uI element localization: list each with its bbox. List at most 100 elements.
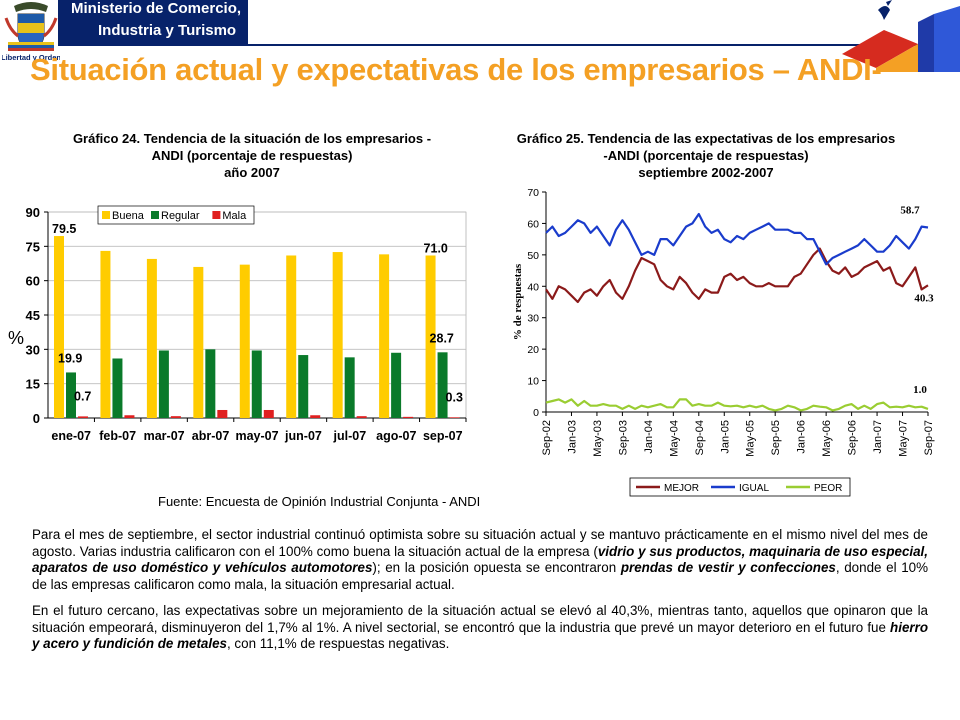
y-axis-label: % <box>8 328 24 348</box>
y-tick-label: 60 <box>26 274 40 289</box>
y-tick-label: 30 <box>26 342 40 357</box>
bar-mala <box>78 416 88 418</box>
end-label: 40.3 <box>914 292 934 304</box>
series-line-peor <box>545 398 929 412</box>
ministry-logo-icon <box>842 0 960 72</box>
x-tick-label: jun-07 <box>284 429 322 443</box>
x-tick-label: Jan-04 <box>643 420 655 454</box>
chart24-title-line1: Gráfico 24. Tendencia de la situación de… <box>72 131 432 146</box>
legend-label-mejor: MEJOR <box>664 483 699 494</box>
colombia-crest-icon: Libertad y Orden <box>2 2 60 62</box>
bar-regular <box>205 349 216 418</box>
legend-swatch-regular <box>151 211 159 219</box>
bar-mala <box>403 416 414 418</box>
y-tick-label: 0 <box>533 407 539 419</box>
series-line-igual <box>545 212 929 266</box>
bar-buena <box>332 252 343 418</box>
ministry-name-line2: Industria y Turismo <box>98 22 237 39</box>
bar-buena <box>425 255 436 418</box>
legend-label-peor: PEOR <box>814 483 842 494</box>
crest-caption: Libertad y Orden <box>2 53 60 62</box>
bar-mala <box>356 416 367 418</box>
bar-buena <box>379 254 390 418</box>
x-tick-label: abr-07 <box>192 429 230 443</box>
chart25-title-line1: Gráfico 25. Tendencia de las expectativa… <box>516 131 896 146</box>
paragraph-1-text-a: Para el mes de septiembre, el sector ind… <box>32 527 928 559</box>
paragraph-1-emphasis-a: vidrio y sus productos, maquinaria de us… <box>32 543 928 576</box>
bar-regular <box>298 355 309 418</box>
bar-buena <box>239 264 250 418</box>
x-tick-label: Jan-05 <box>719 420 731 454</box>
x-tick-label: May-03 <box>592 420 604 457</box>
legend-box <box>97 205 255 225</box>
y-axis-label: % de respuestas <box>512 263 524 340</box>
end-label: 1.0 <box>913 384 927 396</box>
bar-regular <box>251 350 262 418</box>
y-tick-label: 50 <box>527 250 539 262</box>
paragraph-2: En el futuro cercano, las expectativas s… <box>32 603 928 653</box>
y-tick-label: 40 <box>527 281 539 293</box>
y-tick-label: 20 <box>527 344 539 356</box>
page-title: Situación actual y expectativas de los e… <box>30 52 882 87</box>
x-tick-label: ene-07 <box>51 429 91 443</box>
ministry-banner <box>58 0 248 44</box>
x-tick-label: Sep-05 <box>770 420 782 455</box>
bar-regular <box>344 357 355 418</box>
data-label: 0.3 <box>446 390 463 404</box>
y-tick-label: 10 <box>527 376 539 388</box>
y-tick-label: 70 <box>527 187 539 199</box>
source-note: Fuente: Encuesta de Opinión Industrial C… <box>158 494 481 509</box>
x-tick-label: Jan-06 <box>796 420 808 454</box>
data-label: 71.0 <box>424 241 448 255</box>
paragraph-2-text-a: En el futuro cercano, las expectativas s… <box>32 603 928 635</box>
legend-label-mala: Mala <box>222 210 247 222</box>
situation-bar-chart: 0 15 30 45 60 75 90% ene-07 feb-07 mar-07 abr-07 ma… <box>8 205 467 443</box>
bar-mala <box>124 415 135 418</box>
chart25-title-line2: -ANDI (porcentaje de respuestas) <box>603 148 809 163</box>
chart25-title: Gráfico 25. Tendencia de las expectativa… <box>476 130 936 181</box>
bar-buena <box>100 250 111 418</box>
data-label: 19.9 <box>58 351 82 365</box>
x-tick-label: Sep-06 <box>847 420 859 455</box>
chart24-title-line3: año 2007 <box>224 165 280 180</box>
header-divider <box>58 44 960 46</box>
bar-mala <box>263 409 274 418</box>
expectations-line-chart: 0 10 20 30 40 50 60 70 % de respuestas Sep-02 Jan-… <box>512 187 935 497</box>
x-tick-label: ago-07 <box>376 429 416 443</box>
y-tick-label: 0 <box>33 411 40 426</box>
legend-box <box>629 477 851 497</box>
paragraph-2-text-b: , con 11,1% de respuestas negativas. <box>226 636 450 651</box>
y-tick-label: 75 <box>26 239 40 254</box>
legend-label-buena: Buena <box>112 210 145 222</box>
body-text: Para el mes de septiembre, el sector ind… <box>32 527 928 663</box>
paragraph-1-text-b: ); en la posición opuesta se encontraron <box>372 560 621 575</box>
bar-regular <box>437 352 448 418</box>
chart24-title: Gráfico 24. Tendencia de la situación de… <box>32 130 472 181</box>
y-tick-label: 15 <box>26 377 40 392</box>
x-tick-label: Jan-07 <box>872 420 884 454</box>
bar-buena <box>146 258 157 418</box>
bar-buena <box>286 255 297 418</box>
x-tick-label: Jan-03 <box>566 420 578 454</box>
y-tick-label: 30 <box>527 313 539 325</box>
bar-buena <box>193 266 204 418</box>
bar-regular <box>66 372 76 418</box>
x-tick-label: May-06 <box>821 420 833 457</box>
bar-buena <box>54 236 64 418</box>
data-label: 79.5 <box>52 222 76 236</box>
y-tick-label: 45 <box>26 308 40 323</box>
chart24-title-line2: ANDI (porcentaje de respuestas) <box>151 148 353 163</box>
legend-label-regular: Regular <box>161 210 200 222</box>
x-tick-label: may-07 <box>235 429 278 443</box>
legend-label-igual: IGUAL <box>739 483 769 494</box>
y-tick-label: 60 <box>527 218 539 230</box>
ministry-name-line1: Ministerio de Comercio, <box>71 0 242 17</box>
x-tick-label: feb-07 <box>99 429 136 443</box>
paragraph-1-emphasis-b: prendas de vestir y confecciones <box>620 560 836 575</box>
paragraph-1: Para el mes de septiembre, el sector ind… <box>32 527 928 593</box>
legend-swatch-mala <box>212 211 221 219</box>
x-tick-label: sep-07 <box>423 429 463 443</box>
series-line-mejor <box>545 247 929 304</box>
bar-regular <box>158 350 169 418</box>
legend-swatch-buena <box>102 211 110 219</box>
